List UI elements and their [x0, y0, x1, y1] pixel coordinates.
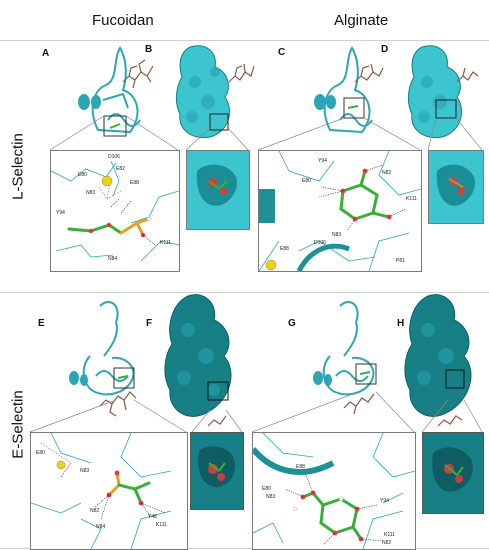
res-label: N84	[96, 524, 105, 530]
zoom-surface-e-selectin-alginate	[422, 432, 484, 514]
fucoidan-ligand-model	[122, 59, 154, 89]
res-label: K111	[384, 532, 395, 538]
l-selectin-alginate-surface	[407, 45, 462, 139]
panel-label-f: F	[146, 318, 153, 329]
surface-pocket-fucoidan-l	[187, 151, 249, 229]
res-label: N83	[332, 232, 341, 238]
res-label: E82	[116, 166, 125, 172]
res-label: N82	[382, 170, 391, 176]
res-label: E88	[130, 180, 139, 186]
zoom-surface-l-selectin-alginate	[428, 150, 484, 224]
bottom-divider	[0, 548, 489, 549]
l-selectin-alginate-cartoon	[314, 46, 373, 134]
zoom-surface-l-selectin-fucoidan	[186, 150, 250, 230]
top-divider	[0, 40, 489, 41]
surface-pocket-alginate-e	[423, 433, 483, 513]
res-label: N82	[90, 508, 99, 514]
panel-label-c: C	[278, 47, 286, 58]
res-label: P81	[396, 258, 405, 264]
e-selectin-fucoidan-surface	[164, 294, 232, 427]
panel-label-h: H	[397, 318, 405, 329]
e-selectin-alginate-surface	[404, 294, 472, 427]
res-label: D106	[314, 240, 326, 246]
res-label: N83	[80, 468, 89, 474]
top-zoom-connectors	[49, 115, 483, 151]
res-label: E80	[36, 450, 45, 456]
zoom-surface-e-selectin-fucoidan	[190, 432, 244, 510]
panel-label-g: G	[288, 318, 296, 329]
alginate-ligand-model-b	[456, 67, 479, 83]
panel-label-a: A	[42, 48, 50, 59]
zoom-panel-e-selectin-alginate	[252, 432, 416, 550]
res-label: N83	[86, 190, 95, 196]
res-label: N82	[382, 540, 391, 546]
residue-labels-alginate-e: E88 E80 N83 Y94 K111 N82	[262, 464, 395, 546]
panel-label-d: D	[381, 44, 389, 55]
residue-labels-fucoidan-l: D106 E80 E82 E88 N83 Y94 N84 K111	[56, 154, 171, 262]
panel-label-b: B	[145, 44, 153, 55]
res-label: E80	[262, 486, 271, 492]
column-title-fucoidan: Fucoidan	[92, 12, 154, 29]
panel-label-e: E	[38, 318, 45, 329]
res-label: K111	[156, 522, 167, 528]
res-label: N84	[108, 256, 117, 262]
binding-site-fucoidan-e	[31, 433, 172, 549]
res-label: E80	[78, 172, 87, 178]
l-selectin-fucoidan-surface	[175, 45, 230, 139]
l-selectin-fucoidan-cartoon	[78, 46, 141, 137]
zoom-panel-l-selectin-alginate	[258, 150, 422, 272]
res-label: E80	[302, 178, 311, 184]
binding-site-fucoidan-l	[51, 160, 179, 262]
fucoidan-ligand-model-b	[228, 63, 255, 83]
res-label: E88	[296, 464, 305, 470]
residue-labels-alginate-l: Y94 E80 N83 D106 E88 P81 N82 K111	[280, 158, 417, 264]
res-label: Y94	[56, 210, 65, 216]
res-label: K111	[406, 196, 417, 202]
surface-pocket-alginate-l	[429, 151, 483, 223]
surface-pocket-fucoidan-e	[191, 433, 243, 509]
res-label: K111	[160, 240, 171, 246]
res-label: Y94	[380, 498, 389, 504]
bottom-zoom-connectors	[29, 391, 483, 433]
res-label: Y94	[318, 158, 327, 164]
alginate-ligand-model	[354, 63, 384, 83]
res-label: D106	[108, 154, 120, 160]
residue-labels-fucoidan-e: N83 E80 N82 N84 K111 Y48	[36, 450, 167, 530]
e-selectin-fucoidan-cartoon	[69, 301, 137, 417]
column-title-alginate: Alginate	[334, 12, 389, 29]
binding-site-alginate-l	[259, 151, 421, 271]
zoom-panel-e-selectin-fucoidan	[30, 432, 188, 550]
middle-divider	[0, 292, 489, 293]
zoom-panel-l-selectin-fucoidan	[50, 150, 180, 272]
res-label: E88	[280, 246, 289, 252]
res-label: N83	[266, 494, 275, 500]
res-label: Y48	[148, 514, 157, 520]
binding-site-alginate-e	[253, 433, 415, 549]
